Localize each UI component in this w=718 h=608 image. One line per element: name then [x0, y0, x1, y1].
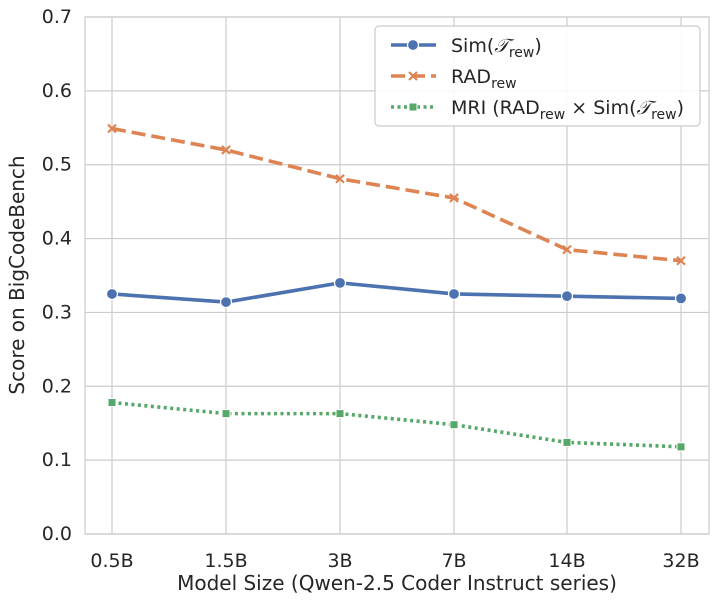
- series-1: [107, 123, 686, 266]
- data-point: [447, 287, 461, 301]
- y-tick-label: 0.4: [42, 228, 72, 250]
- legend-marker: [406, 38, 420, 52]
- data-point: [221, 409, 231, 419]
- x-tick-label: 3B: [327, 550, 352, 572]
- y-tick-label: 0.3: [42, 301, 72, 323]
- legend-text-part: MRI (RAD: [451, 97, 540, 119]
- y-tick-label: 0.0: [42, 523, 72, 545]
- data-point: [449, 193, 459, 203]
- legend-text-part: rew: [651, 107, 677, 123]
- data-point: [676, 255, 686, 266]
- y-tick-label: 0.6: [42, 80, 72, 102]
- series-0: [105, 276, 688, 309]
- x-tick-label: 7B: [441, 550, 466, 572]
- x-tick-label: 1.5B: [204, 550, 247, 572]
- x-ticks: 0.5B 1.5B 3B 7B 14B 32B: [90, 550, 699, 572]
- data-point: [676, 442, 686, 452]
- plot-frame: [84, 16, 710, 535]
- legend-text-part: ): [677, 97, 684, 119]
- legend-label: RADrew: [451, 66, 517, 92]
- data-point: [562, 437, 572, 447]
- data-point: [221, 145, 231, 155]
- series-line: [111, 281, 682, 304]
- data-point: [560, 290, 574, 303]
- x-tick-label: 32B: [662, 550, 699, 572]
- y-ticks: 0.0 0.1 0.2 0.3 0.4 0.5 0.6 0.7: [42, 6, 72, 545]
- data-point: [335, 173, 345, 184]
- legend-text-part: rew: [509, 45, 535, 61]
- legend-text-part: Sim(: [451, 35, 494, 57]
- legend-text-part: × Sim(: [565, 97, 636, 119]
- data-point: [674, 292, 688, 305]
- series-group: [105, 123, 688, 452]
- legend-text-part: ): [534, 35, 541, 57]
- data-point: [107, 123, 117, 134]
- x-tick-label: 0.5B: [90, 550, 133, 572]
- data-point: [333, 276, 347, 289]
- legend-box: [374, 25, 701, 127]
- data-point: [335, 409, 345, 419]
- legend-label: Sim(𝒯rew): [451, 35, 542, 61]
- legend-marker: [408, 71, 418, 81]
- legend-label: MRI (RADrew × Sim(𝒯rew): [451, 97, 684, 123]
- y-axis-label: Score on BigCodeBench: [5, 155, 29, 394]
- series-line: [111, 400, 682, 449]
- x-axis-label: Model Size (Qwen-2.5 Coder Instruct seri…: [177, 571, 617, 595]
- data-point: [107, 398, 117, 408]
- series-2: [107, 398, 686, 452]
- series-line: [111, 126, 682, 263]
- data-point: [105, 287, 119, 301]
- legend-text-part: rew: [540, 107, 566, 123]
- data-point: [219, 295, 233, 309]
- y-tick-label: 0.2: [42, 375, 72, 397]
- legend-text-part: RAD: [451, 66, 491, 88]
- legend-text-part: rew: [491, 76, 517, 92]
- y-tick-label: 0.7: [42, 6, 72, 28]
- y-tick-label: 0.1: [42, 449, 72, 471]
- y-tick-label: 0.5: [42, 154, 72, 176]
- x-tick-label: 14B: [548, 550, 585, 572]
- legend-marker: [408, 102, 418, 112]
- data-point: [562, 244, 572, 255]
- data-point: [449, 420, 459, 430]
